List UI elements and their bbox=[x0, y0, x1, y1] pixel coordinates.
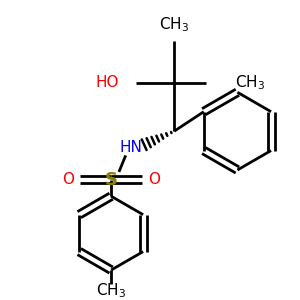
Text: O: O bbox=[62, 172, 74, 187]
Text: HO: HO bbox=[95, 75, 119, 90]
Text: HN: HN bbox=[119, 140, 142, 155]
Text: S: S bbox=[105, 171, 118, 189]
Text: CH$_3$: CH$_3$ bbox=[236, 73, 266, 92]
Text: O: O bbox=[148, 172, 160, 187]
Text: CH$_3$: CH$_3$ bbox=[96, 281, 126, 300]
Text: CH$_3$: CH$_3$ bbox=[159, 15, 189, 34]
